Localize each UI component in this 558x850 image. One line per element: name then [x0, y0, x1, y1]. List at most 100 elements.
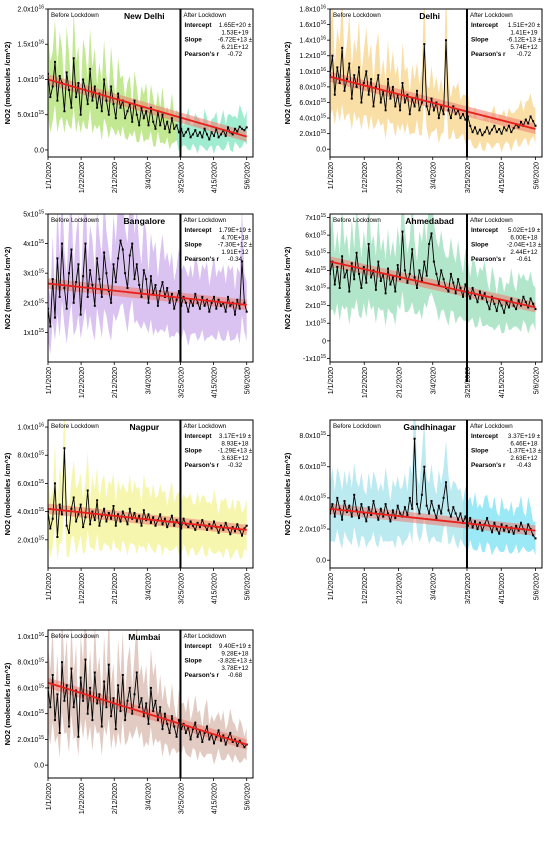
data-point — [515, 524, 518, 527]
data-point — [138, 514, 141, 517]
x-tick-label: 1/22/2020 — [79, 162, 86, 193]
y-tick-label: 1.0x1016 — [17, 423, 44, 432]
data-point — [170, 715, 173, 718]
data-point — [399, 109, 402, 112]
x-tick-label: 1/1/2020 — [328, 162, 335, 189]
stats-value: -6.12E+13 ± — [507, 37, 542, 44]
stats-value: 6.21E+12 — [221, 44, 249, 51]
data-point — [464, 515, 467, 518]
data-point — [377, 518, 380, 521]
data-point — [131, 120, 134, 123]
data-point — [358, 66, 360, 69]
stats-value: 6.00E+18 — [510, 234, 538, 241]
data-point — [462, 113, 464, 116]
data-point — [384, 109, 387, 112]
plot-area — [330, 214, 537, 334]
data-point — [110, 301, 113, 304]
data-point — [411, 248, 414, 251]
data-point — [213, 742, 215, 745]
data-point — [89, 686, 92, 689]
data-point — [469, 297, 472, 300]
y-axis-label: NO2 (molecules /cm^2) — [283, 41, 292, 124]
data-point — [491, 128, 493, 131]
data-point — [229, 732, 232, 734]
data-point — [464, 118, 467, 121]
data-point — [82, 78, 85, 81]
data-point — [93, 519, 96, 522]
data-point — [520, 304, 522, 307]
stats-key: Intercept — [184, 643, 212, 650]
stats-key: Slope — [471, 448, 489, 455]
data-point — [338, 82, 341, 84]
data-point — [353, 278, 356, 281]
data-point — [503, 126, 506, 129]
x-tick-label: 4/15/2020 — [212, 162, 219, 193]
data-point — [449, 515, 452, 518]
data-point — [58, 295, 61, 298]
data-point — [236, 744, 239, 747]
data-point — [152, 710, 155, 713]
panel-title: Mumbai — [128, 632, 160, 642]
x-tick-label: 2/12/2020 — [396, 367, 403, 398]
data-point — [156, 304, 159, 307]
data-point — [435, 101, 438, 104]
uncertainty-band — [48, 214, 247, 355]
data-point — [449, 272, 452, 275]
data-point — [529, 297, 532, 300]
data-point — [86, 489, 89, 492]
x-tick-label: 5/6/2020 — [533, 367, 540, 394]
after-lockdown-label: After Lockdown — [183, 633, 226, 640]
data-point — [394, 105, 397, 108]
uncertainty-band — [48, 420, 247, 561]
data-point — [117, 257, 120, 260]
data-point — [114, 281, 117, 284]
x-tick-label: 1/1/2020 — [328, 573, 335, 600]
data-point — [411, 97, 414, 100]
data-point — [68, 272, 70, 275]
data-point — [119, 710, 122, 713]
data-point — [182, 517, 185, 520]
data-point — [440, 105, 443, 108]
x-tick-label: 1/1/2020 — [46, 783, 53, 810]
data-point — [345, 510, 348, 513]
data-point — [222, 528, 225, 531]
data-point — [374, 510, 377, 513]
linear-fit-line — [330, 75, 536, 130]
data-point — [224, 743, 227, 746]
data-point — [147, 301, 150, 304]
data-point — [187, 310, 190, 313]
data-point — [231, 526, 234, 529]
data-point — [428, 243, 431, 245]
data-point — [442, 278, 445, 281]
data-point — [89, 67, 92, 70]
stats-value: 3.17E+19 ± — [219, 433, 252, 440]
stats-key: Slope — [471, 37, 489, 44]
data-point — [529, 528, 532, 531]
data-point — [517, 529, 520, 532]
data-point — [135, 671, 138, 674]
data-point — [173, 725, 176, 728]
data-point — [161, 113, 164, 116]
data-point — [362, 82, 365, 84]
data-point — [236, 298, 239, 301]
data-point — [459, 512, 462, 515]
data-point — [86, 712, 89, 715]
y-tick-label: 4.0x1015 — [17, 709, 44, 718]
chart-panel-nagpur: 2.0x1015 4.0x1015 6.0x1015 8.0x1015 1.0x1016… — [3, 419, 254, 604]
x-tick-label: 1/1/2020 — [46, 573, 53, 600]
stats-value: 2.44E+12 — [510, 249, 538, 256]
data-point — [350, 262, 353, 265]
stats-key: Pearson's r — [471, 462, 506, 469]
data-point — [173, 524, 176, 527]
data-point — [138, 124, 141, 127]
x-tick-label: 2/12/2020 — [112, 367, 119, 398]
linear-fit-line — [48, 282, 247, 306]
data-point — [507, 531, 510, 534]
data-point — [70, 667, 73, 670]
data-point — [124, 719, 127, 722]
data-point — [365, 281, 368, 284]
data-point — [154, 127, 157, 130]
x-tick-label: 3/25/2020 — [178, 367, 185, 398]
data-point — [520, 521, 522, 524]
y-tick-label: 5.0x1015 — [17, 110, 44, 119]
